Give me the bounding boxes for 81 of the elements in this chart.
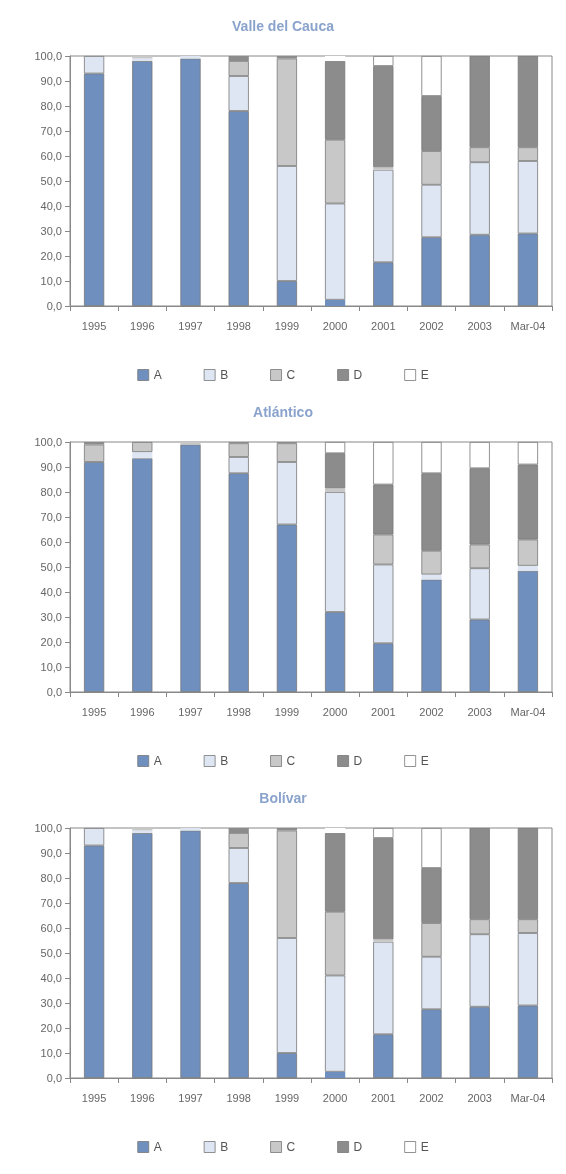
legend-label: E (420, 368, 429, 382)
y-tick-label: 40,0 (40, 586, 62, 598)
y-tick-label: 20,0 (40, 250, 62, 262)
y-tick-label: 10,0 (40, 1047, 62, 1059)
x-tick-label: 2003 (467, 705, 492, 718)
y-tick-label: 60,0 (40, 922, 62, 934)
x-tick-label: 1998 (226, 319, 251, 332)
x-tick-label: 2000 (322, 319, 348, 332)
x-tick-label: 1997 (178, 1091, 203, 1104)
y-tick-label: 50,0 (40, 175, 62, 187)
x-tick-label: 2002 (419, 705, 444, 718)
y-tick-label: 90,0 (40, 75, 62, 87)
legend-label: A (153, 1140, 162, 1154)
x-tick-label: 2001 (371, 319, 396, 332)
x-tick-label: 1995 (81, 705, 107, 718)
x-tick-label: 2001 (371, 1091, 396, 1104)
legend-label: C (286, 754, 296, 768)
y-tick-label: 30,0 (40, 611, 62, 623)
x-tick-label: Mar-04 (510, 705, 546, 718)
x-tick-label: 1995 (81, 319, 107, 332)
x-tick-label: 1995 (81, 1091, 107, 1104)
x-tick-label: Mar-04 (510, 319, 546, 332)
y-tick-label: 10,0 (40, 275, 62, 287)
chart-title: Valle del Cauca (232, 18, 335, 34)
y-tick-label: 80,0 (40, 872, 62, 884)
y-tick-label: 100,0 (34, 436, 62, 448)
y-tick-label: 50,0 (40, 561, 62, 573)
chart-title: Bolívar (259, 790, 308, 806)
y-tick-label: 50,0 (40, 947, 62, 959)
x-tick-label: 1999 (274, 1091, 300, 1104)
x-tick-label: 1996 (130, 1091, 155, 1104)
legend-label: B (220, 1140, 229, 1154)
x-tick-label: 2002 (419, 1091, 444, 1104)
x-tick-label: 2002 (419, 319, 444, 332)
x-tick-label: 2003 (467, 1091, 492, 1104)
x-tick-label: 1999 (274, 319, 300, 332)
y-tick-label: 30,0 (40, 997, 62, 1009)
x-tick-label: 2000 (322, 705, 348, 718)
legend-label: B (220, 754, 229, 768)
y-tick-label: 80,0 (40, 100, 62, 112)
y-tick-label: 70,0 (40, 897, 62, 909)
legend-label: C (286, 1140, 296, 1154)
legend-label: D (353, 368, 363, 382)
legend-label: D (353, 1140, 363, 1154)
x-tick-label: 2001 (371, 705, 396, 718)
x-tick-label: Mar-04 (510, 1091, 546, 1104)
y-tick-label: 60,0 (40, 150, 62, 162)
legend-label: A (153, 368, 162, 382)
y-tick-label: 60,0 (40, 536, 62, 548)
x-tick-label: 1998 (226, 705, 251, 718)
y-tick-label: 0,0 (46, 1072, 62, 1084)
x-tick-label: 2000 (322, 1091, 348, 1104)
legend-label: E (420, 1140, 429, 1154)
x-tick-label: 1996 (130, 319, 155, 332)
y-tick-label: 90,0 (40, 847, 62, 859)
y-tick-label: 90,0 (40, 461, 62, 473)
legend-label: E (420, 754, 429, 768)
y-tick-label: 40,0 (40, 972, 62, 984)
y-tick-label: 70,0 (40, 511, 62, 523)
y-tick-label: 100,0 (34, 50, 62, 62)
legend-label: C (286, 368, 296, 382)
x-tick-label: 1996 (130, 705, 155, 718)
y-tick-label: 20,0 (40, 636, 62, 648)
y-tick-label: 20,0 (40, 1022, 62, 1034)
x-tick-label: 1999 (274, 705, 300, 718)
x-tick-label: 1997 (178, 705, 203, 718)
y-tick-label: 0,0 (46, 300, 62, 312)
y-tick-label: 40,0 (40, 200, 62, 212)
y-tick-label: 10,0 (40, 661, 62, 673)
legend-label: B (220, 368, 229, 382)
y-tick-label: 80,0 (40, 486, 62, 498)
y-tick-label: 0,0 (46, 686, 62, 698)
legend-label: D (353, 754, 363, 768)
x-tick-label: 1997 (178, 319, 203, 332)
y-tick-label: 100,0 (34, 822, 62, 834)
chart-title: Atlántico (253, 404, 313, 420)
x-tick-label: 2003 (467, 319, 492, 332)
y-tick-label: 70,0 (40, 125, 62, 137)
legend-label: A (153, 754, 162, 768)
x-tick-label: 1998 (226, 1091, 251, 1104)
y-tick-label: 30,0 (40, 225, 62, 237)
